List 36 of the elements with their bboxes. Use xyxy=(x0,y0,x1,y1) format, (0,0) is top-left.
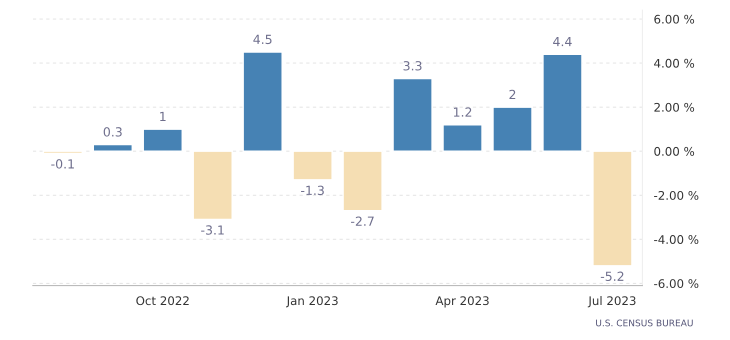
bar xyxy=(92,144,133,152)
bar xyxy=(292,150,333,181)
data-label: -5.2 xyxy=(600,272,624,282)
y-tick-label: 4.00 % xyxy=(654,58,694,68)
bar xyxy=(442,124,483,152)
data-label: 4.4 xyxy=(553,36,572,46)
bar xyxy=(492,106,533,152)
bar xyxy=(392,78,433,152)
y-tick-label: -4.00 % xyxy=(654,235,698,244)
bar xyxy=(42,150,84,154)
y-tick-label: 0.00 % xyxy=(654,146,694,156)
x-tick-label: Jul 2023 xyxy=(588,296,636,308)
bar xyxy=(592,150,633,266)
data-label: 4.5 xyxy=(253,34,272,44)
bar xyxy=(142,128,183,152)
data-label: 3.3 xyxy=(404,61,422,71)
x-tick-label: Jan 2023 xyxy=(286,296,338,308)
data-label: 1 xyxy=(160,112,166,122)
y-tick-label: -6.00 % xyxy=(654,279,698,288)
y-tick-label: 6.00 % xyxy=(654,14,694,24)
data-label: -0.1 xyxy=(51,159,74,169)
y-tick-label: -2.00 % xyxy=(654,190,698,200)
text: U.S. CENSUS BUREAU xyxy=(596,320,693,326)
data-label: -3.1 xyxy=(201,225,224,235)
data-label: 2 xyxy=(509,90,516,99)
data-label: -1.3 xyxy=(301,186,324,196)
data-label: 1.2 xyxy=(454,107,472,117)
data-label: -2.7 xyxy=(351,216,374,226)
bar xyxy=(192,150,233,220)
bar xyxy=(242,51,283,152)
data-label: 0.3 xyxy=(104,127,122,137)
x-tick-label: Apr 2023 xyxy=(436,296,489,308)
y-tick-label: 2.00 % xyxy=(654,102,694,112)
x-tick-label: Oct 2022 xyxy=(136,296,189,306)
bar xyxy=(342,150,383,212)
bar xyxy=(542,54,583,152)
